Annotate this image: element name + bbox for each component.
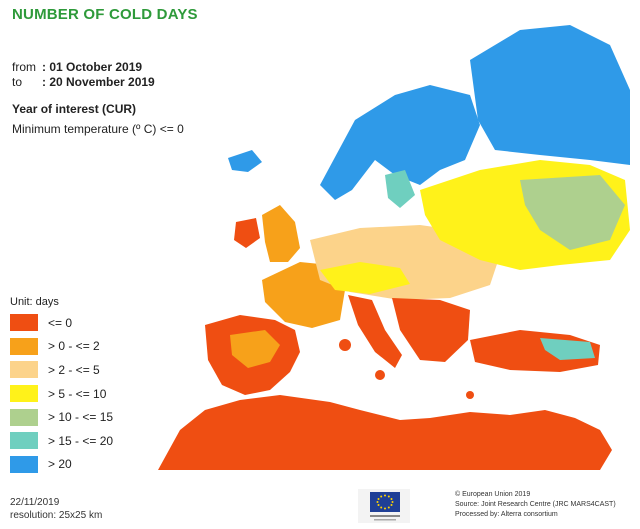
eu-flag-logo [358,489,410,523]
legend-swatch [10,455,38,473]
criterion-text: Minimum temperature (º C) <= 0 [12,122,184,136]
iceland-region [228,150,262,172]
period-from: from : 01 October 2019 [12,60,142,74]
map-title: NUMBER OF COLD DAYS [12,6,198,23]
legend-item: <= 0 [10,311,113,335]
legend-item: > 10 - <= 15 [10,405,113,429]
south-sweden [385,170,415,208]
ireland-region [234,218,260,248]
black-sea [488,288,570,326]
britain-region [262,205,300,262]
legend-swatch [10,408,38,426]
legend: <= 0 > 0 - <= 2 > 2 - <= 5 > 5 - <= 10 >… [10,311,113,476]
credit-line: © European Union 2019 [455,491,531,498]
sardinia-region [339,339,351,351]
to-date: : 20 November 2019 [42,75,155,89]
iberia-interior [230,330,280,368]
legend-label: <= 0 [48,315,73,330]
from-date: : 01 October 2019 [42,60,143,74]
russia-transition [520,175,625,250]
legend-item: > 2 - <= 5 [10,358,113,382]
legend-item: > 15 - <= 20 [10,429,113,453]
legend-label: > 15 - <= 20 [48,433,114,448]
crete-region [466,391,474,399]
north-africa-region [158,395,612,470]
anatolia-highlands [540,338,595,360]
credit-line: Source: Joint Research Centre (JRC MARS4… [455,501,616,508]
from-label: from [12,60,36,74]
italy-region [348,295,402,368]
scandinavia-region [320,85,480,200]
legend-label: > 5 - <= 10 [48,386,107,401]
legend-label: > 0 - <= 2 [48,339,100,354]
legend-item: > 0 - <= 2 [10,335,113,359]
balkans-region [392,298,470,362]
legend-swatch [10,385,38,403]
credits: © European Union 2019 Source: Joint Rese… [455,490,616,520]
legend-swatch [10,337,38,355]
legend-item: > 20 [10,453,113,477]
issue-date: 22/11/2019 [10,497,60,508]
legend-swatch [10,432,38,450]
alps-region [320,262,410,294]
legend-label: > 10 - <= 15 [48,410,114,425]
legend-label: > 20 [48,457,72,472]
northern-russia-region [470,25,630,165]
year-of-interest: Year of interest (CUR) [12,102,137,116]
to-label: to [12,75,23,89]
legend-swatch [10,314,38,332]
legend-label: > 2 - <= 5 [48,362,100,377]
legend-unit: Unit: days [10,296,59,308]
legend-item: > 5 - <= 10 [10,382,113,406]
sicily-region [375,370,385,380]
period-to: to : 20 November 2019 [12,75,155,89]
credit-line: Processed by: Alterra consortium [455,511,558,518]
legend-swatch [10,361,38,379]
resolution-text: resolution: 25x25 km [10,510,103,521]
